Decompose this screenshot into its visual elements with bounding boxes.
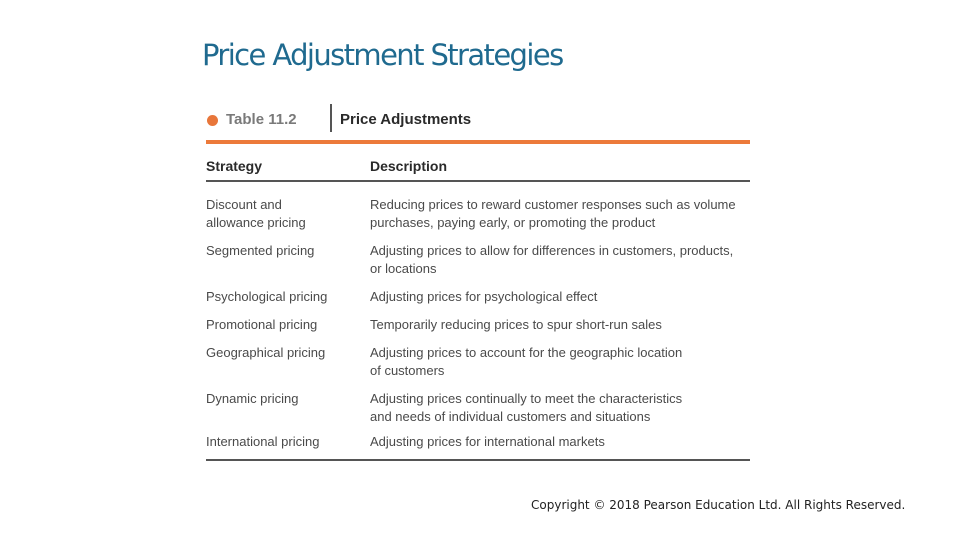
description-cell: Adjusting prices for international marke… (370, 433, 750, 451)
description-line: Reducing prices to reward customer respo… (370, 197, 736, 212)
strategy-cell: International pricing (206, 433, 366, 451)
column-header-description: Description (370, 158, 448, 174)
table-title: Price Adjustments (340, 111, 472, 128)
description-line: or locations (370, 261, 437, 276)
strategy-cell: Segmented pricing (206, 242, 366, 260)
table-body: Discount and allowance pricing Reducing pr… (206, 182, 750, 474)
table-row: Psychological pricing Adjusting prices fo… (206, 288, 750, 306)
price-adjustments-table: Table 11.2 Price Adjustments Strategy De… (206, 104, 750, 474)
slide-title: Price Adjustment Strategies (202, 38, 564, 72)
description-cell: Adjusting prices continually to meet the… (370, 390, 750, 426)
strategy-line: Geographical pricing (206, 345, 326, 360)
strategy-cell: Promotional pricing (206, 316, 366, 334)
description-line: Adjusting prices for international marke… (370, 434, 605, 449)
caption-divider (330, 104, 332, 132)
description-line: Adjusting prices to account for the geog… (370, 345, 683, 360)
bullet-dot-icon (207, 115, 218, 126)
description-cell: Adjusting prices for psychological effec… (370, 288, 750, 306)
description-line: purchases, paying early, or promoting th… (370, 215, 656, 230)
strategy-line: Psychological pricing (206, 289, 328, 304)
strategy-line: Discount and (206, 197, 282, 212)
strategy-line: allowance pricing (206, 215, 306, 230)
strategy-cell: Discount and allowance pricing (206, 196, 366, 232)
strategy-line: Dynamic pricing (206, 391, 299, 406)
table-caption: Table 11.2 Price Adjustments (206, 104, 750, 140)
copyright-notice: Copyright © 2018 Pearson Education Ltd. … (531, 498, 906, 512)
description-line: Adjusting prices continually to meet the… (370, 391, 683, 406)
table-row: Dynamic pricing Adjusting prices continua… (206, 390, 750, 426)
description-line: Temporarily reducing prices to spur shor… (370, 317, 662, 332)
description-cell: Reducing prices to reward customer respo… (370, 196, 750, 232)
table-bottom-rule (206, 459, 750, 461)
strategy-cell: Geographical pricing (206, 344, 366, 362)
strategy-cell: Dynamic pricing (206, 390, 366, 408)
strategy-line: International pricing (206, 434, 320, 449)
description-line: Adjusting prices for psychological effec… (370, 289, 598, 304)
column-headers: Strategy Description (206, 144, 750, 182)
description-cell: Adjusting prices to allow for difference… (370, 242, 750, 278)
strategy-cell: Psychological pricing (206, 288, 366, 306)
table-row: Discount and allowance pricing Reducing pr… (206, 196, 750, 232)
table-row: International pricing Adjusting prices fo… (206, 433, 750, 451)
strategy-line: Promotional pricing (206, 317, 318, 332)
header-rule (206, 140, 750, 144)
table-row: Geographical pricing Adjusting prices to … (206, 344, 750, 380)
description-line: and needs of individual customers and si… (370, 409, 651, 424)
table-number: Table 11.2 (226, 111, 297, 128)
column-header-strategy: Strategy (206, 158, 263, 174)
table-row: Segmented pricing Adjusting prices to all… (206, 242, 750, 278)
table-row: Promotional pricing Temporarily reducing … (206, 316, 750, 334)
strategy-line: Segmented pricing (206, 243, 315, 258)
description-cell: Temporarily reducing prices to spur shor… (370, 316, 750, 334)
description-line: of customers (370, 363, 445, 378)
description-line: Adjusting prices to allow for difference… (370, 243, 734, 258)
description-cell: Adjusting prices to account for the geog… (370, 344, 750, 380)
